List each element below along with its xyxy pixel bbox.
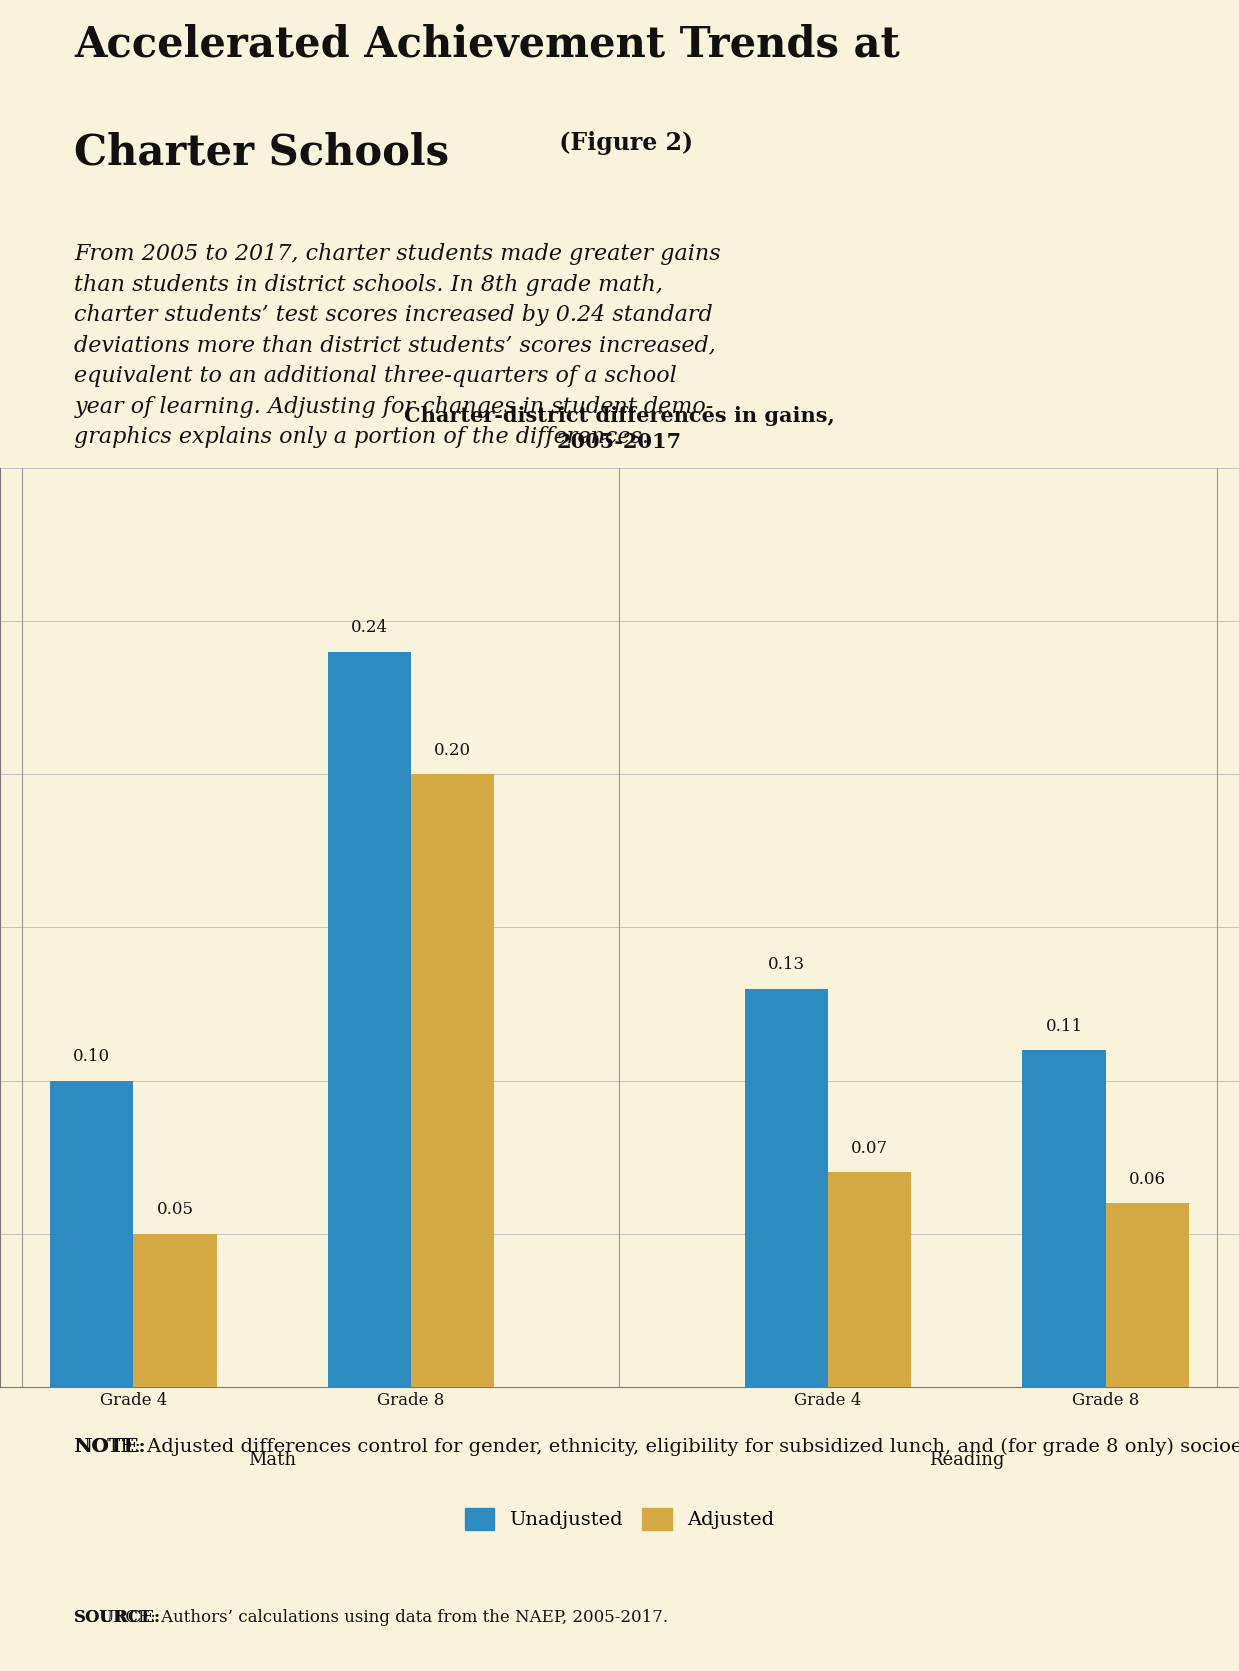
Title: Charter-district differences in gains,
2005-2017: Charter-district differences in gains, 2… <box>404 406 835 453</box>
Text: 0.20: 0.20 <box>434 742 471 759</box>
Bar <box>328 652 411 1387</box>
Text: Reading: Reading <box>929 1450 1005 1469</box>
Text: 0.06: 0.06 <box>1129 1171 1166 1188</box>
Bar <box>1022 1049 1105 1387</box>
Text: Charter Schools: Charter Schools <box>74 130 450 174</box>
Text: Math: Math <box>248 1450 296 1469</box>
Text: 0.13: 0.13 <box>768 956 805 973</box>
Text: NOTE:: NOTE: <box>74 1439 146 1455</box>
Text: 0.11: 0.11 <box>1046 1018 1083 1034</box>
Text: 0.10: 0.10 <box>73 1048 110 1066</box>
Text: SOURCE: Authors’ calculations using data from the NAEP, 2005-2017.: SOURCE: Authors’ calculations using data… <box>74 1609 669 1626</box>
Text: SOURCE:: SOURCE: <box>74 1609 161 1626</box>
Text: Accelerated Achievement Trends at: Accelerated Achievement Trends at <box>74 23 900 65</box>
Legend: Unadjusted, Adjusted: Unadjusted, Adjusted <box>457 1501 782 1537</box>
Bar <box>134 1233 217 1387</box>
Text: NOTE: Adjusted differences control for gender, ethnicity, eligibility for subsid: NOTE: Adjusted differences control for g… <box>74 1439 1239 1457</box>
Text: 0.24: 0.24 <box>351 620 388 637</box>
Bar <box>411 774 494 1387</box>
Bar <box>828 1173 911 1387</box>
Bar <box>1105 1203 1189 1387</box>
Bar <box>745 989 828 1387</box>
Text: (Figure 2): (Figure 2) <box>551 130 694 155</box>
Text: From 2005 to 2017, charter students made greater gains
than students in district: From 2005 to 2017, charter students made… <box>74 244 721 448</box>
Text: 0.05: 0.05 <box>156 1201 193 1218</box>
Bar <box>50 1081 134 1387</box>
Text: 0.07: 0.07 <box>851 1140 888 1156</box>
